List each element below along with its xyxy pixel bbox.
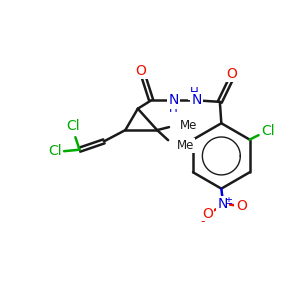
Text: -: - <box>201 214 205 227</box>
Text: Me: Me <box>179 119 197 132</box>
Text: O: O <box>226 67 237 81</box>
Text: O: O <box>202 208 213 221</box>
Text: H: H <box>190 86 199 99</box>
Text: Cl: Cl <box>262 124 275 138</box>
Text: N: N <box>168 93 179 107</box>
Text: O: O <box>135 64 146 78</box>
Text: H: H <box>169 102 178 115</box>
Text: N: N <box>191 93 202 107</box>
Text: ±: ± <box>224 196 232 206</box>
Text: Cl: Cl <box>48 144 62 158</box>
Text: Cl: Cl <box>66 119 80 133</box>
Text: O: O <box>236 199 247 213</box>
Text: N: N <box>218 197 228 211</box>
Text: Me: Me <box>176 139 194 152</box>
